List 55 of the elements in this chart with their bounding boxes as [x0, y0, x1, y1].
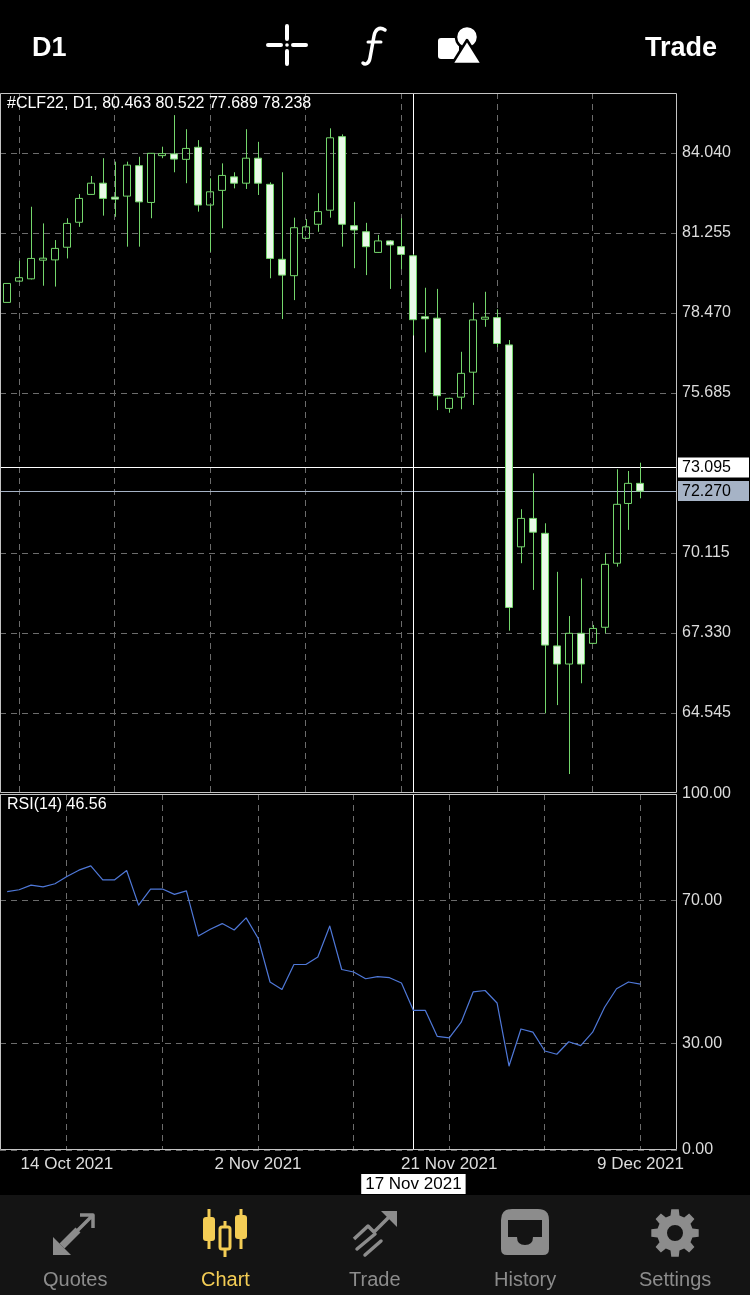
- candlestick: [624, 470, 632, 531]
- chart-title: #CLF22, D1, 80.463 80.522 77.689 78.238: [7, 94, 312, 112]
- text: Chart: [201, 1268, 250, 1291]
- candlestick: [481, 291, 489, 328]
- x-tick-label: 2 Nov 2021: [214, 1153, 302, 1173]
- y-tick-label: 67.330: [682, 623, 732, 641]
- text: Settings: [639, 1268, 712, 1291]
- y-tick-label: 78.470: [682, 303, 732, 321]
- candlestick: [242, 128, 250, 190]
- candlestick: [63, 217, 71, 259]
- candlestick: [182, 128, 190, 184]
- candlestick: [493, 308, 501, 348]
- candlestick: [326, 127, 334, 219]
- candlestick: [565, 615, 573, 775]
- candlestick: [290, 217, 298, 301]
- y-tick-label: 84.040: [682, 143, 732, 161]
- candlestick: [147, 152, 155, 219]
- candlestick: [27, 206, 35, 280]
- ref-line-label: 72.270: [682, 482, 732, 500]
- candlestick: [170, 114, 178, 173]
- y-tick-label: 81.255: [682, 223, 732, 241]
- candlestick: [505, 339, 513, 632]
- chart-title: RSI(14) 46.56: [7, 795, 107, 813]
- candlestick: [123, 161, 131, 248]
- text: History: [494, 1268, 557, 1291]
- y-tick-label: 30.00: [682, 1033, 723, 1051]
- candlestick: [613, 468, 621, 568]
- text: D1: [32, 32, 67, 63]
- candlestick: [397, 217, 405, 270]
- text: Trade: [644, 32, 717, 63]
- ref-line-label: 73.095: [682, 458, 732, 476]
- x-tick-label: 21 Nov 2021: [401, 1153, 498, 1173]
- candlestick: [314, 192, 322, 233]
- candlestick: [3, 282, 11, 303]
- x-tick-label: 17 Nov 2021: [365, 1174, 462, 1194]
- x-tick-label: 14 Oct 2021: [20, 1153, 114, 1173]
- candlestick: [51, 239, 59, 288]
- y-tick-label: 70.00: [682, 891, 723, 909]
- candlestick: [457, 351, 465, 410]
- candlestick: [469, 302, 477, 406]
- candlestick: [39, 222, 47, 287]
- candlestick: [218, 162, 226, 229]
- y-tick-label: 70.115: [682, 543, 730, 561]
- y-tick-label: 64.545: [682, 703, 732, 721]
- text: Trade: [349, 1268, 401, 1291]
- candlestick: [553, 571, 561, 706]
- y-tick-label: 75.685: [682, 383, 732, 401]
- candlestick: [338, 133, 346, 248]
- candlestick: [517, 508, 525, 564]
- text: Quotes: [43, 1268, 108, 1291]
- x-tick-label: 9 Dec 2021: [596, 1153, 684, 1173]
- y-tick-label: 0.00: [682, 1140, 714, 1158]
- y-tick-label: 100.00: [682, 784, 732, 802]
- candlestick: [206, 177, 214, 253]
- candlestick: [601, 552, 609, 634]
